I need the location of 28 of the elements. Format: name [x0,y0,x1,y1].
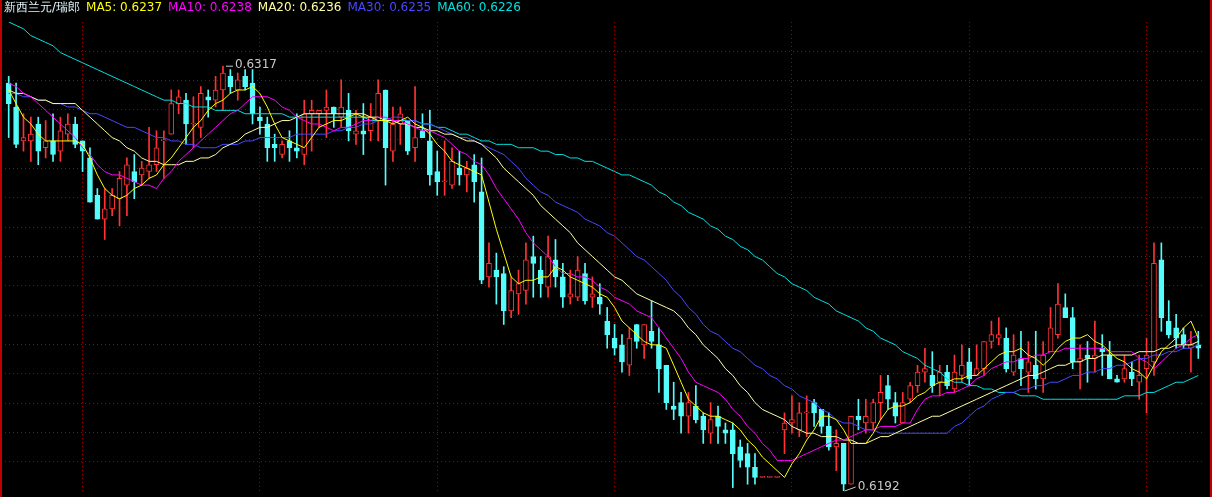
annotation: 0.6317 [234,57,277,72]
candlestick [271,133,278,162]
candlestick [1018,330,1024,386]
candlestick [101,188,108,240]
candlestick [146,127,152,179]
candlestick [567,269,574,305]
text: MA20: 0.6236 [257,0,342,14]
candlestick [294,113,300,159]
candlestick [670,381,677,420]
candlestick [995,317,1002,346]
candlestick [257,106,263,135]
candlestick [434,150,441,196]
annotation: 0.6192 [857,479,900,494]
chart-title: 新西兰元/瑞郎 [4,0,81,14]
text: MA60: 0.6226 [437,0,521,14]
candlestick [922,347,928,383]
candlestick [833,429,840,471]
candlestick [28,116,34,162]
candlestick [789,395,795,434]
text: MA30: 0.6235 [347,0,432,14]
candlestick [862,398,869,434]
candlestick [530,235,537,298]
text: MA5: 0.6237 [86,0,163,14]
candlestick [463,161,470,193]
candlestick [803,395,810,437]
candlestick [412,86,418,162]
candlestick [161,130,167,179]
text: MA10: 0.6238 [168,0,252,14]
